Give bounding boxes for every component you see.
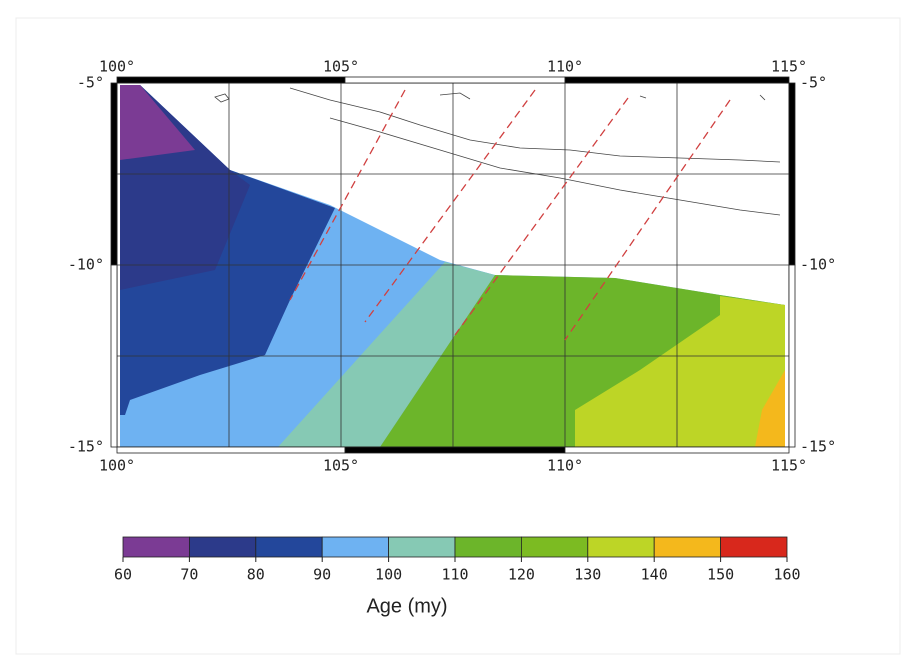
colorbar-segment [122, 536, 190, 558]
lon-label: 115° [771, 457, 807, 475]
frame-bars [110, 76, 796, 454]
figure-border [15, 17, 901, 655]
colorbar-tick-label: 60 [114, 566, 132, 584]
colorbar-tick-label: 130 [574, 566, 601, 584]
colorbar-tick-label: 90 [313, 566, 331, 584]
lon-label: 100° [99, 58, 135, 76]
colorbar-segment [255, 536, 323, 558]
lat-label: -10° [800, 256, 836, 274]
lat-label: -15° [68, 438, 104, 456]
lat-label: -10° [68, 256, 104, 274]
map [110, 76, 796, 454]
ocean-age-region [278, 262, 495, 447]
colorbar-segment [720, 536, 788, 558]
lon-label: 110° [547, 457, 583, 475]
colorbar-tick-label: 80 [247, 566, 265, 584]
lon-label: 100° [99, 457, 135, 475]
colorbar-label: Age (my) [366, 595, 447, 617]
colorbar-segment [188, 536, 257, 558]
colorbar-segment [321, 536, 390, 558]
colorbar-segment [388, 536, 456, 558]
lon-label: 115° [771, 58, 807, 76]
colorbar-segment [521, 536, 589, 558]
colorbar-tick-label: 110 [441, 566, 468, 584]
lat-label: -15° [800, 438, 836, 456]
lon-label: 105° [323, 457, 359, 475]
colorbar-tick-label: 150 [707, 566, 734, 584]
ship-track [289, 89, 731, 341]
colorbar-segment [653, 536, 722, 558]
ocean-age-region [120, 85, 195, 160]
lat-label: -5° [800, 74, 827, 92]
colorbar-tick-label: 100 [375, 566, 402, 584]
colorbar-segment [454, 536, 522, 558]
colorbar-tick-label: 70 [180, 566, 198, 584]
lon-label: 105° [323, 58, 359, 76]
colorbar-tick-label: 120 [508, 566, 535, 584]
colorbar-tick-label: 160 [773, 566, 800, 584]
ocean-age-region [755, 370, 785, 447]
lat-label: -5° [77, 74, 104, 92]
colorbar-segment [587, 536, 655, 558]
ocean-age-region [575, 296, 785, 447]
colorbar-tick-label: 140 [641, 566, 668, 584]
graticule [117, 83, 789, 447]
lon-label: 110° [547, 58, 583, 76]
